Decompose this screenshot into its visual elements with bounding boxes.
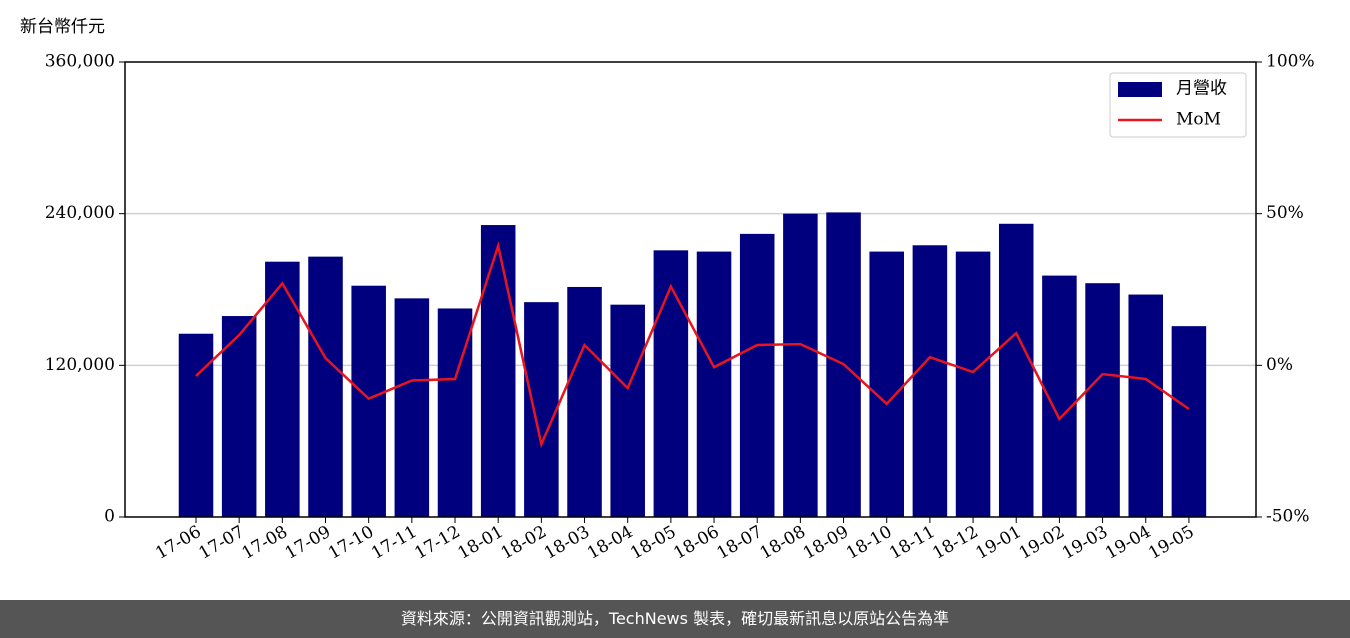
x-tick-label: 18-12: [929, 522, 981, 564]
x-tick-label: 18-08: [757, 522, 809, 564]
legend-label: 月營收: [1176, 79, 1227, 99]
y2-tick-label: 50%: [1266, 203, 1304, 223]
x-tick-label: 19-03: [1059, 522, 1111, 564]
bar: [524, 302, 559, 517]
legend-swatch: [1118, 82, 1162, 97]
x-tick-label: 19-02: [1016, 522, 1068, 564]
legend-label: MoM: [1176, 110, 1221, 130]
bar: [178, 333, 214, 517]
chart: 新台幣仟元 0 120,000 240,000 360,000 -50% 0% 50% 100…: [20, 17, 1315, 564]
plot-frame: [124, 61, 1257, 518]
bar: [308, 256, 343, 517]
footer: 資料來源：公開資訊觀測站，TechNews 製表，確切最新訊息以原站公告為準: [0, 600, 1350, 638]
x-tick-label: 18-04: [584, 522, 636, 564]
x-tick-label: 17-08: [239, 522, 291, 564]
bar: [265, 261, 300, 517]
bar: [221, 316, 257, 517]
x-tick-label: 18-01: [454, 522, 506, 564]
bar: [351, 285, 386, 517]
y-tick-label: 0: [104, 507, 115, 527]
bar: [1085, 283, 1120, 517]
x-tick-label: 18-06: [670, 522, 722, 564]
x-tick-label: 18-11: [886, 522, 938, 564]
bar: [912, 245, 948, 517]
x-tick-label: 18-02: [498, 522, 550, 564]
bar: [567, 286, 602, 517]
y2-tick-label: 100%: [1266, 52, 1315, 72]
bar: [783, 213, 818, 517]
x-tick-label: 18-10: [843, 522, 895, 564]
bar: [394, 298, 430, 517]
y-tick-label: 120,000: [45, 355, 115, 375]
bar: [998, 223, 1034, 517]
y2-tick-label: -50%: [1266, 507, 1310, 527]
bar: [610, 304, 645, 517]
x-tick-label: 19-01: [973, 522, 1025, 564]
x-tick-label: 18-09: [800, 522, 852, 564]
y-tick-label: 240,000: [45, 203, 115, 223]
bar: [869, 251, 904, 518]
x-tick-label: 19-04: [1102, 522, 1154, 564]
bar: [739, 233, 775, 517]
x-tick-label: 18-03: [541, 522, 593, 564]
x-tick-label: 17-12: [411, 522, 463, 564]
bar: [1128, 294, 1164, 517]
x-tick-label: 19-05: [1145, 522, 1197, 564]
bar: [1171, 326, 1207, 517]
x-tick-label: 17-11: [368, 522, 420, 564]
y2-tick-label: 0%: [1266, 355, 1293, 375]
x-tick-label: 17-10: [325, 522, 377, 564]
x-tick-label: 18-07: [714, 522, 766, 564]
bar: [480, 225, 516, 517]
y-tick-label: 360,000: [45, 52, 115, 72]
bar: [955, 251, 991, 518]
y-axis-label: 新台幣仟元: [20, 17, 105, 37]
x-tick-label: 17-07: [195, 522, 247, 564]
x-tick-label: 17-06: [152, 522, 204, 564]
line: [195, 241, 1190, 449]
bar: [653, 250, 689, 517]
x-tick-label: 18-05: [627, 522, 679, 564]
bar: [696, 251, 732, 518]
x-tick-label: 17-09: [282, 522, 334, 564]
